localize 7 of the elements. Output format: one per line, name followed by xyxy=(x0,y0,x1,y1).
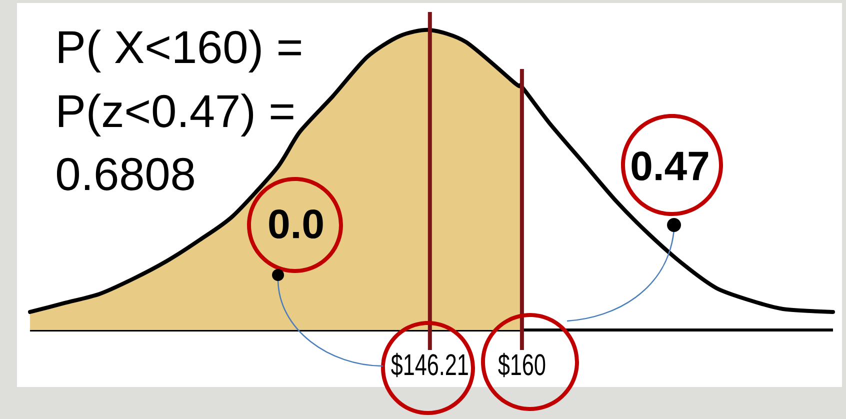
annotation: P( X<160) = xyxy=(58,30,301,73)
x-tick-label: $160 xyxy=(498,352,546,378)
annotation: P(z<0.47) = xyxy=(58,94,294,137)
annotation: 0.6808 xyxy=(57,158,194,190)
x-tick-label: $146.21 xyxy=(391,352,468,378)
annotation: 0.0 xyxy=(269,209,323,239)
annotation: 0.47 xyxy=(632,151,708,181)
